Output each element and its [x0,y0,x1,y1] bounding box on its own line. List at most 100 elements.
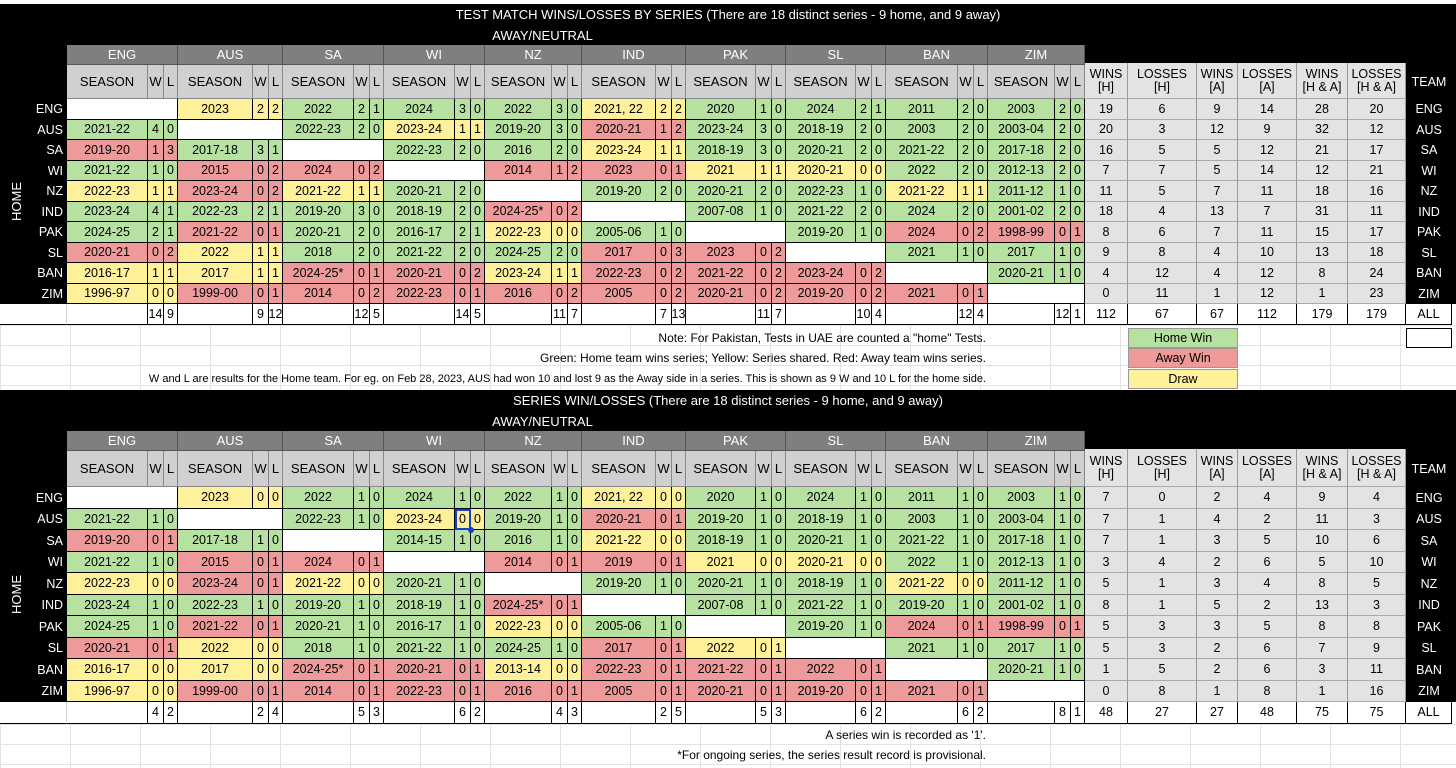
w-header[interactable]: W [253,451,269,487]
l-cell[interactable]: 0 [164,616,178,638]
w-cell[interactable]: 1 [354,487,370,509]
l-cell[interactable]: 0 [568,659,582,681]
l-cell[interactable]: 1 [872,659,886,681]
season-cell[interactable]: 2018 [283,242,354,263]
summary-cell[interactable]: 4 [1128,551,1197,573]
row-label-sa[interactable]: SA [32,140,67,161]
w-header[interactable]: W [253,65,269,99]
season-header[interactable]: SEASON [582,451,656,487]
season-cell[interactable]: 2015 [178,551,253,573]
l-cell[interactable]: 0 [872,616,886,638]
w-cell[interactable]: 0 [253,573,269,595]
team-header-eng[interactable]: ENG [67,431,178,451]
w-cell[interactable]: 2 [552,140,568,161]
summary-header[interactable]: WINS [A] [1197,63,1238,99]
total-w[interactable]: 2 [656,702,672,724]
l-cell[interactable]: 1 [772,659,786,681]
row-label-wi[interactable]: WI [32,551,67,573]
season-cell[interactable]: 2019-20 [886,594,958,616]
summary-cell[interactable]: 18 [1297,181,1348,202]
l-header[interactable]: L [568,451,582,487]
season-cell[interactable]: 2022-23 [178,201,253,222]
total-w[interactable]: 12 [958,304,974,325]
season-cell[interactable]: 2017 [988,242,1055,263]
w-header[interactable]: W [455,65,471,99]
summary-cell[interactable]: 1 [1297,680,1348,702]
season-cell[interactable]: 2021-22 [384,242,455,263]
total-l[interactable]: 4 [269,702,283,724]
empty-cell[interactable] [988,283,1085,304]
season-header[interactable]: SEASON [178,65,253,99]
l-header[interactable]: L [164,451,178,487]
w-cell[interactable]: 0 [148,659,164,681]
l-cell[interactable]: 0 [974,201,988,222]
empty-cell[interactable] [786,637,886,659]
total-w[interactable]: 11 [552,304,568,325]
w-cell[interactable]: 3 [354,201,370,222]
w-cell[interactable]: 1 [148,508,164,530]
total-w[interactable]: 6 [455,702,471,724]
l-cell[interactable]: 0 [1071,573,1085,595]
season-header[interactable]: SEASON [384,451,455,487]
total-summary[interactable]: 112 [1238,304,1297,325]
l-cell[interactable]: 0 [1071,181,1085,202]
team-header-sl[interactable]: SL [786,45,886,65]
summary-cell[interactable]: 3 [1348,508,1406,530]
l-cell[interactable]: 1 [1071,616,1085,638]
w-cell[interactable]: 0 [656,242,672,263]
season-cell[interactable]: 1996-97 [67,283,148,304]
summary-cell[interactable]: 4 [1238,573,1297,595]
total-l[interactable]: 3 [568,702,582,724]
season-cell[interactable]: 2016 [485,140,552,161]
l-cell[interactable]: 0 [471,201,485,222]
season-cell[interactable]: 2024 [886,201,958,222]
season-cell[interactable]: 2022 [686,637,756,659]
team-label-pak[interactable]: PAK [1406,616,1452,638]
l-cell[interactable]: 1 [370,551,384,573]
l-cell[interactable]: 1 [370,181,384,202]
season-cell[interactable]: 2021-22 [886,140,958,161]
l-cell[interactable]: 0 [471,573,485,595]
l-cell[interactable]: 0 [772,119,786,140]
empty-cell[interactable] [283,530,384,552]
w-cell[interactable]: 0 [552,659,568,681]
summary-cell[interactable]: 10 [1238,242,1297,263]
summary-cell[interactable]: 11 [1238,222,1297,243]
summary-cell[interactable]: 1 [1128,530,1197,552]
season-cell[interactable]: 2024 [283,160,354,181]
w-cell[interactable]: 2 [354,222,370,243]
season-cell[interactable]: 2021-22 [283,573,354,595]
summary-cell[interactable]: 8 [1128,680,1197,702]
l-header[interactable]: L [872,65,886,99]
w-cell[interactable]: 2 [856,140,872,161]
summary-cell[interactable]: 3 [1085,551,1128,573]
season-cell[interactable]: 2021-22 [786,594,856,616]
total-w[interactable]: 14 [148,304,164,325]
season-cell[interactable]: 2019-20 [786,680,856,702]
w-cell[interactable]: 1 [1055,242,1071,263]
season-cell[interactable]: 2017-18 [988,140,1055,161]
w-cell[interactable]: 0 [354,659,370,681]
season-cell[interactable]: 2021 [886,283,958,304]
summary-cell[interactable]: 7 [1238,201,1297,222]
row-label-aus[interactable]: AUS [32,119,67,140]
total-summary[interactable]: 112 [1085,304,1128,325]
w-cell[interactable]: 1 [958,594,974,616]
w-cell[interactable]: 2 [958,119,974,140]
total-l[interactable]: 2 [164,702,178,724]
total-l[interactable]: 3 [370,702,384,724]
summary-cell[interactable]: 14 [1238,160,1297,181]
l-cell[interactable]: 0 [568,222,582,243]
w-cell[interactable]: 1 [455,119,471,140]
w-cell[interactable]: 0 [354,263,370,284]
summary-cell[interactable]: 16 [1348,181,1406,202]
team-label-ban[interactable]: BAN [1406,659,1452,681]
empty-cell[interactable] [283,140,384,161]
total-summary[interactable]: 75 [1297,702,1348,724]
l-cell[interactable]: 2 [672,283,686,304]
season-cell[interactable]: 2022-23 [283,119,354,140]
team-header-aus[interactable]: AUS [178,45,283,65]
team-header-aus[interactable]: AUS [178,431,283,451]
w-cell[interactable]: 1 [552,637,568,659]
summary-cell[interactable]: 5 [1297,551,1348,573]
